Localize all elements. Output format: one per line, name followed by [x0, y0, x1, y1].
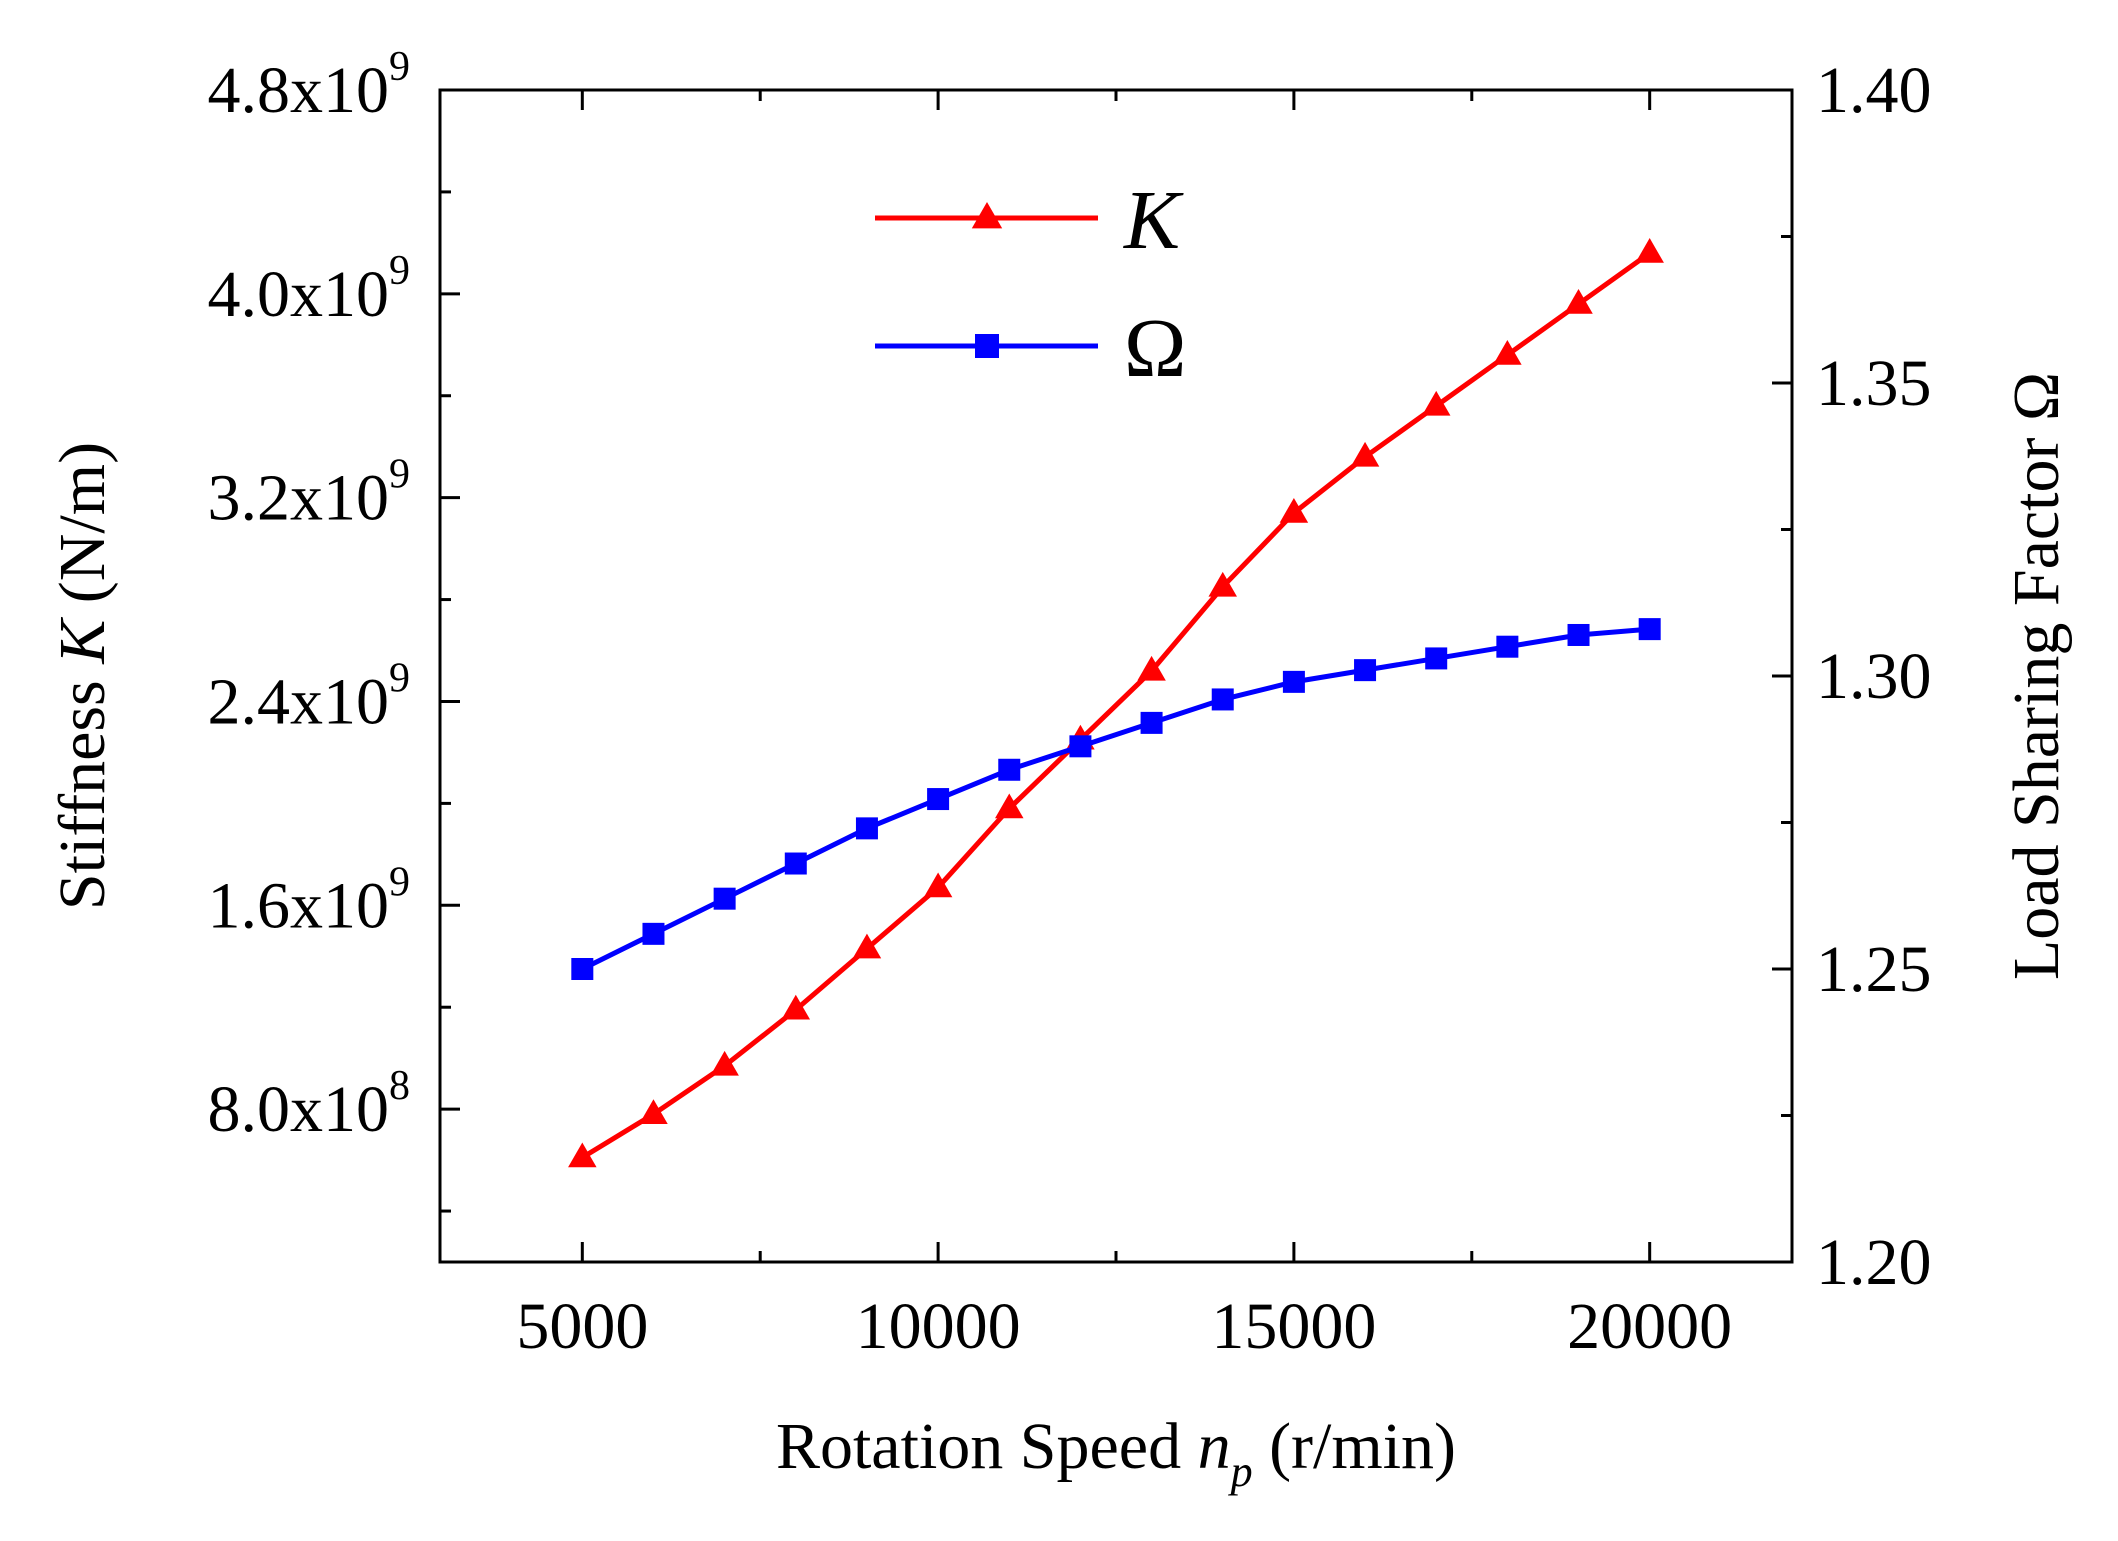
x-axis-title: Rotation Speed np (r/min): [776, 1410, 1456, 1496]
data-point-k: [995, 793, 1024, 819]
data-point-omega: [1211, 688, 1234, 711]
data-point-omega: [1496, 635, 1519, 658]
data-point-k: [1137, 655, 1166, 681]
y-left-tick-label: 8.0x108: [208, 1063, 411, 1146]
legend-label: K: [1123, 174, 1184, 267]
data-point-k: [1421, 390, 1451, 416]
data-point-omega: [571, 958, 594, 980]
data-point-omega: [998, 758, 1021, 781]
data-point-omega: [1354, 659, 1377, 682]
data-point-k: [1564, 289, 1593, 314]
data-point-k: [781, 994, 811, 1020]
data-point-omega: [1069, 735, 1092, 758]
y-left-tick-label: 2.4x109: [208, 655, 411, 738]
data-point-k: [710, 1050, 739, 1076]
y-right-tick-label: 1.40: [1816, 54, 1932, 127]
data-point-omega: [784, 852, 807, 875]
y-right-tick-label: 1.30: [1816, 640, 1932, 713]
legend-marker-omega: [975, 334, 999, 358]
y-left-tick-label: 4.0x109: [208, 248, 411, 331]
data-point-omega: [1140, 711, 1163, 734]
y-right-axis-title: Load Sharing Factor Ω: [2000, 372, 2073, 980]
data-point-omega: [927, 788, 950, 811]
data-point-omega: [1567, 623, 1590, 646]
y-left-tick-label: 3.2x109: [208, 452, 411, 535]
x-tick-label: 5000: [516, 1290, 648, 1363]
y-left-tick-label: 1.6x109: [208, 859, 411, 942]
data-point-omega: [642, 922, 665, 945]
ticks: [440, 88, 1792, 1264]
series-line-k: [581, 251, 1652, 1160]
x-tick-label: 20000: [1567, 1290, 1732, 1363]
legend-marker-k: [971, 202, 1003, 229]
data-point-k: [852, 933, 882, 959]
series-group: [568, 238, 1664, 1168]
plot-frame: [438, 88, 1794, 1264]
data-point-omega: [855, 817, 878, 840]
y-left-axis-title: Stiffness K (N/m): [46, 442, 119, 910]
legend: KΩ: [875, 174, 1186, 395]
data-point-omega: [1282, 670, 1305, 693]
data-point-k: [1635, 238, 1664, 263]
series-line-omega: [581, 626, 1650, 972]
data-point-omega: [713, 887, 736, 910]
data-point-k: [568, 1142, 597, 1168]
x-tick-label: 15000: [1211, 1290, 1376, 1363]
data-point-k: [923, 872, 953, 898]
data-point-k: [1493, 339, 1522, 365]
y-right-tick-label: 1.35: [1816, 347, 1932, 420]
data-point-k: [639, 1099, 668, 1124]
y-left-tick-label: 4.8x109: [208, 44, 411, 127]
y-right-tick-label: 1.25: [1816, 933, 1932, 1006]
data-point-k: [1350, 441, 1380, 467]
data-point-omega: [1638, 618, 1661, 641]
data-point-k: [1279, 497, 1309, 523]
data-point-k: [1208, 571, 1237, 597]
x-tick-label: 10000: [856, 1290, 1021, 1363]
data-point-omega: [1425, 647, 1448, 670]
y-right-tick-label: 1.20: [1816, 1226, 1932, 1299]
legend-label: Ω: [1124, 302, 1186, 395]
axis-labels: 5000 10000 15000 20000 8.0x108 1.6x109 2.4x109…: [46, 44, 2073, 1496]
